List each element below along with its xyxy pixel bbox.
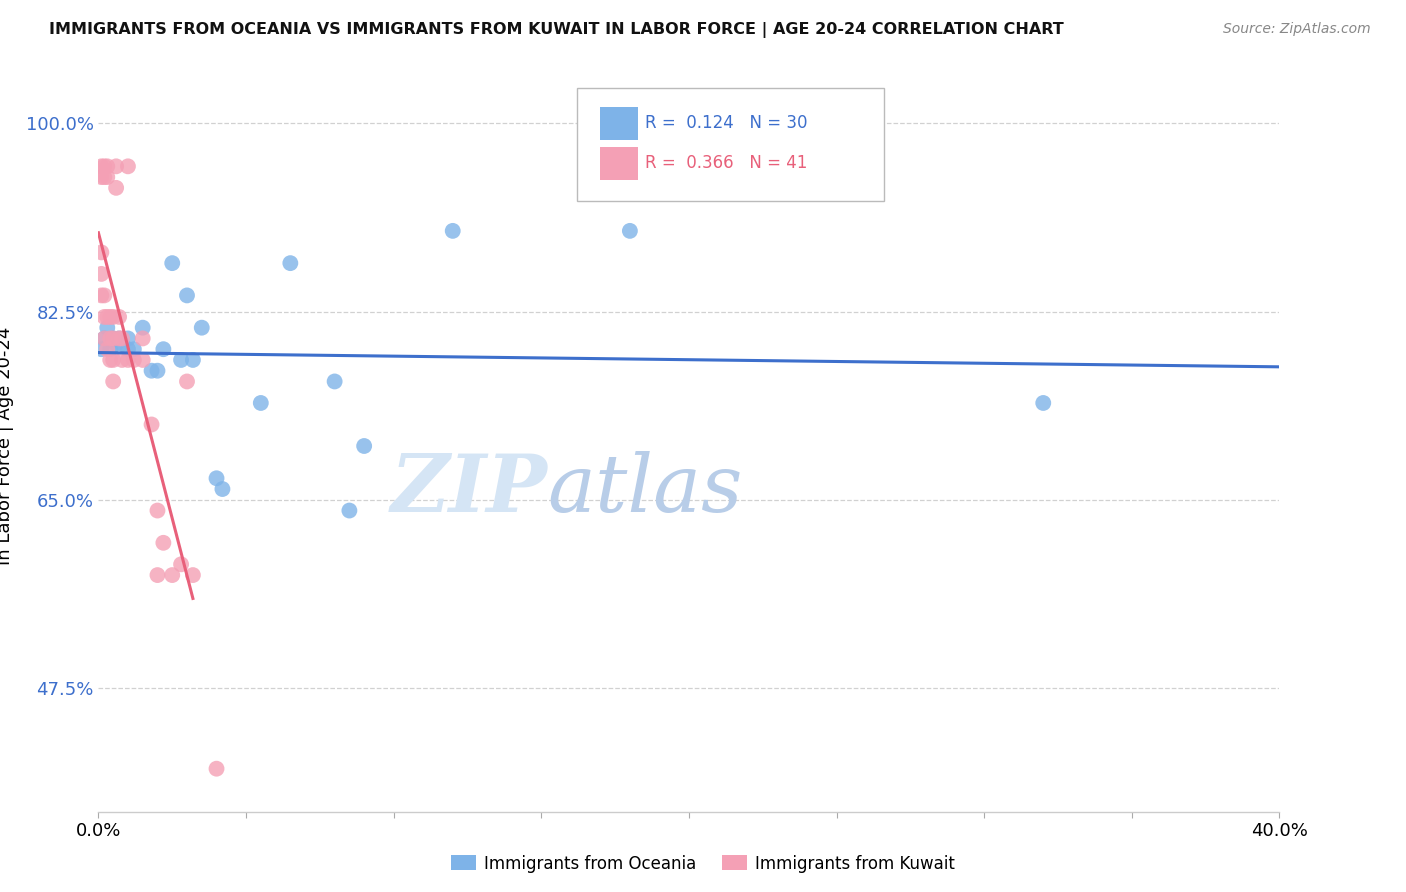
Point: [205, 471, 228, 485]
Point: [98, 353, 121, 368]
Point: [93, 310, 115, 324]
Point: [211, 482, 233, 496]
Point: [93, 170, 115, 185]
Point: [132, 320, 155, 334]
Point: [162, 256, 183, 270]
Point: [93, 159, 115, 173]
Point: [117, 342, 139, 356]
Y-axis label: In Labor Force | Age 20-24: In Labor Force | Age 20-24: [0, 326, 14, 566]
Point: [90, 267, 112, 281]
Text: Source: ZipAtlas.com: Source: ZipAtlas.com: [1223, 22, 1371, 37]
Point: [191, 320, 214, 334]
Point: [323, 375, 346, 389]
FancyBboxPatch shape: [600, 147, 638, 180]
Point: [90, 288, 112, 302]
Point: [90, 159, 112, 173]
Point: [96, 342, 118, 356]
Point: [152, 536, 174, 550]
Point: [96, 159, 118, 173]
Point: [339, 503, 361, 517]
Text: R =  0.366   N = 41: R = 0.366 N = 41: [645, 154, 807, 172]
Point: [162, 568, 183, 582]
Point: [117, 159, 139, 173]
Point: [90, 245, 112, 260]
Point: [108, 310, 131, 324]
Point: [141, 417, 163, 432]
Point: [170, 558, 193, 572]
Point: [98, 331, 121, 345]
Point: [280, 256, 302, 270]
Point: [108, 331, 131, 345]
Point: [146, 503, 169, 517]
Legend: Immigrants from Oceania, Immigrants from Kuwait: Immigrants from Oceania, Immigrants from…: [444, 848, 962, 880]
Point: [619, 224, 641, 238]
Point: [111, 331, 134, 345]
Point: [353, 439, 375, 453]
Point: [111, 336, 134, 351]
Point: [93, 288, 115, 302]
Point: [132, 353, 155, 368]
Point: [90, 342, 112, 356]
Point: [176, 288, 198, 302]
Point: [93, 331, 115, 345]
Point: [105, 159, 128, 173]
Point: [117, 353, 139, 368]
Point: [117, 331, 139, 345]
Point: [96, 320, 118, 334]
Point: [250, 396, 273, 410]
Point: [98, 342, 121, 356]
Point: [181, 353, 204, 368]
Point: [103, 310, 125, 324]
Point: [96, 170, 118, 185]
Text: R =  0.124   N = 30: R = 0.124 N = 30: [645, 113, 807, 132]
Point: [1032, 396, 1054, 410]
FancyBboxPatch shape: [600, 107, 638, 140]
Point: [146, 364, 169, 378]
Point: [152, 342, 174, 356]
Point: [176, 375, 198, 389]
Point: [205, 762, 228, 776]
Point: [103, 375, 125, 389]
Point: [96, 310, 118, 324]
Point: [108, 331, 131, 345]
FancyBboxPatch shape: [576, 87, 884, 201]
Text: ZIP: ZIP: [391, 451, 547, 529]
Point: [90, 170, 112, 185]
Point: [103, 331, 125, 345]
Point: [181, 568, 204, 582]
Point: [111, 353, 134, 368]
Point: [105, 181, 128, 195]
Text: atlas: atlas: [547, 451, 742, 529]
Point: [93, 331, 115, 345]
Point: [122, 342, 145, 356]
Point: [132, 331, 155, 345]
Point: [103, 353, 125, 368]
Point: [103, 331, 125, 345]
Point: [141, 364, 163, 378]
Point: [122, 353, 145, 368]
Point: [170, 353, 193, 368]
Text: IMMIGRANTS FROM OCEANIA VS IMMIGRANTS FROM KUWAIT IN LABOR FORCE | AGE 20-24 COR: IMMIGRANTS FROM OCEANIA VS IMMIGRANTS FR…: [49, 22, 1064, 38]
Point: [105, 336, 128, 351]
Point: [441, 224, 464, 238]
Point: [146, 568, 169, 582]
Point: [98, 310, 121, 324]
